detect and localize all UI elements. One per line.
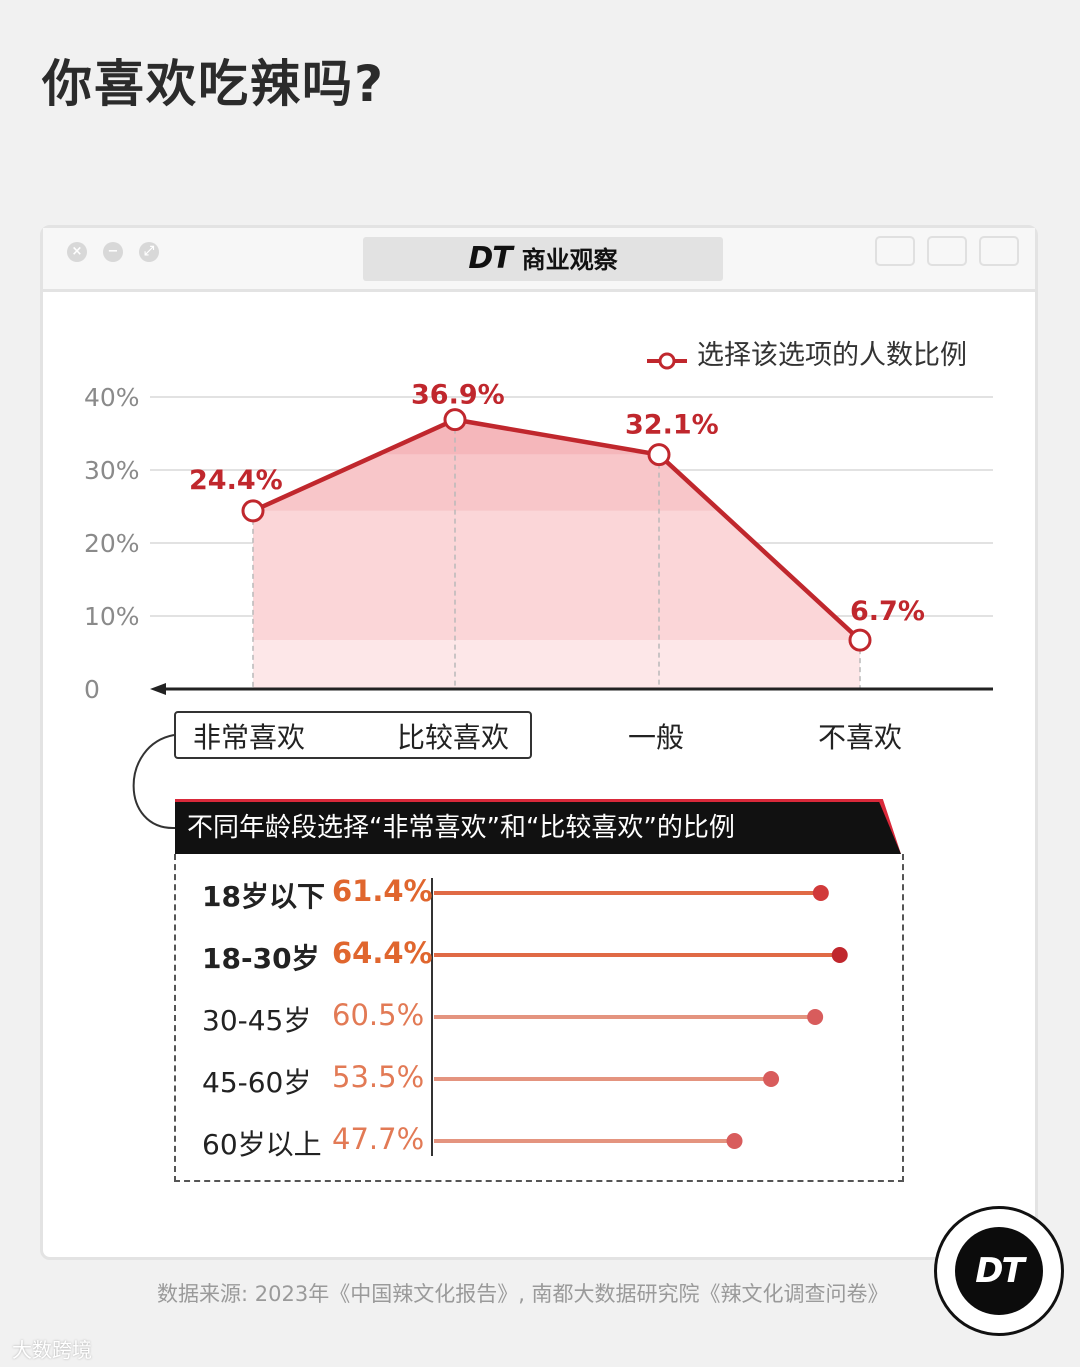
- age-dot: [807, 1009, 824, 1025]
- category-label: 一般: [628, 721, 685, 754]
- age-dot: [763, 1071, 780, 1087]
- age-category-label: 45-60岁: [202, 1066, 312, 1099]
- age-chart-title: 不同年龄段选择“非常喜欢”和“比较喜欢”的比例: [175, 802, 901, 854]
- record-icon[interactable]: [875, 236, 915, 266]
- age-dot: [812, 885, 829, 901]
- data-label: 6.7%: [850, 596, 925, 627]
- age-category-label: 18-30岁: [202, 942, 320, 975]
- age-value-label: 60.5%: [332, 998, 425, 1032]
- legend-marker-icon: [647, 347, 687, 369]
- data-label: 24.4%: [189, 465, 283, 496]
- age-dot: [726, 1133, 743, 1149]
- axis-arrow-icon: [150, 683, 166, 695]
- category-label: 非常喜欢: [193, 721, 306, 754]
- category-label: 比较喜欢: [397, 721, 510, 754]
- data-point: [241, 499, 265, 523]
- data-label: 36.9%: [411, 380, 505, 411]
- data-source: 数据来源: 2023年《中国辣文化报告》, 南都大数据研究院《辣文化调查问卷》: [157, 1282, 889, 1306]
- maximize-icon[interactable]: ⤢: [139, 242, 159, 262]
- like-group-box: [174, 711, 532, 759]
- close-icon[interactable]: ×: [67, 242, 87, 262]
- age-category-label: 60岁以上: [202, 1128, 322, 1161]
- brand-name: 商业观察: [521, 246, 618, 274]
- age-category-label: 30-45岁: [202, 1004, 312, 1037]
- window-copy-icon[interactable]: [979, 236, 1019, 266]
- page-title: 你喜欢吃辣吗?: [42, 55, 386, 113]
- age-value-label: 47.7%: [332, 1122, 425, 1156]
- y-tick-label: 0: [84, 675, 100, 704]
- window-titlebar: × − ⤢ DT 商业观察: [43, 228, 1035, 292]
- brand-dt: DT: [468, 241, 512, 276]
- age-value-label: 61.4%: [332, 874, 433, 908]
- y-tick-label: 20%: [84, 529, 140, 558]
- legend-label: 选择该选项的人数比例: [697, 340, 967, 371]
- series-line: [252, 417, 862, 642]
- age-category-label: 18岁以下: [202, 880, 325, 913]
- data-point: [647, 443, 671, 467]
- age-value-label: 64.4%: [332, 936, 433, 970]
- share-icon[interactable]: [927, 236, 967, 266]
- data-label: 32.1%: [625, 410, 719, 441]
- connector-curve: [132, 734, 176, 830]
- y-tick-label: 40%: [84, 383, 140, 412]
- footer-logo: 大数跨境: [12, 1338, 92, 1362]
- area-band: [253, 640, 860, 689]
- age-dot: [831, 947, 848, 963]
- dt-badge-text: DT: [955, 1227, 1043, 1315]
- data-point: [848, 628, 872, 652]
- minimize-icon[interactable]: −: [103, 242, 123, 262]
- age-value-label: 53.5%: [332, 1060, 425, 1094]
- y-tick-label: 10%: [84, 602, 140, 631]
- data-point: [443, 408, 467, 432]
- y-tick-label: 30%: [84, 456, 140, 485]
- dt-badge: DT: [934, 1206, 1064, 1336]
- category-label: 不喜欢: [818, 721, 903, 754]
- legend: 选择该选项的人数比例: [647, 333, 967, 372]
- brand-tab: DT 商业观察: [363, 237, 723, 281]
